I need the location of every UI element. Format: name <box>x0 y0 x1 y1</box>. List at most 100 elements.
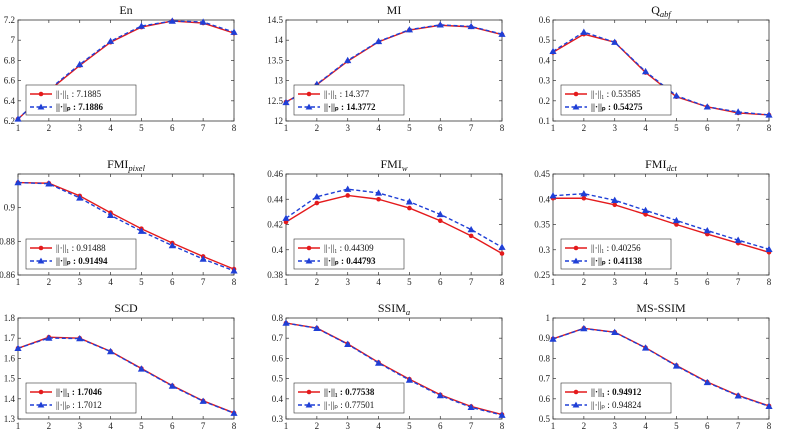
x-tick-label: 2 <box>47 277 52 287</box>
data-point <box>405 26 414 33</box>
y-tick-label: 0.42 <box>267 220 283 230</box>
data-point <box>376 196 381 202</box>
series-line-2 <box>552 192 770 250</box>
data-point <box>344 340 352 347</box>
data-point <box>14 178 22 186</box>
data-point <box>643 212 648 217</box>
y-tick-label: 7 <box>11 35 16 45</box>
title-main: MI <box>387 3 402 17</box>
legend-label: ||·||ₚ : 0.77501 <box>324 400 374 410</box>
y-tick-label: 1.6 <box>4 353 16 363</box>
data-point <box>199 255 207 262</box>
data-point <box>282 214 290 221</box>
legend-box <box>293 238 405 270</box>
x-tick-label: 5 <box>139 421 144 431</box>
x-tick-label: 7 <box>469 421 474 431</box>
y-tick-label: 0.4 <box>272 394 284 404</box>
data-point <box>436 210 444 218</box>
data-point <box>374 37 383 45</box>
y-tick-label: 13.5 <box>267 55 283 65</box>
subplot-4: FMIpixel 1 2 3 4 5 6 7 8 0.86 0.88 0.9 ||·||₁ : 0.91… <box>0 157 238 287</box>
legend: ||·||₁ : 0.94912 ||·||ₚ : 0.94824 <box>560 382 672 414</box>
y-tick-label: 0.6 <box>539 394 551 404</box>
data-point <box>313 193 321 200</box>
x-tick-label: 5 <box>139 123 144 133</box>
x-tick-label: 2 <box>582 277 587 287</box>
y-tick-label: 6.2 <box>4 116 15 126</box>
legend-box <box>560 84 672 116</box>
x-tick-label: 4 <box>376 123 381 133</box>
x-tick-label: 3 <box>612 421 617 431</box>
title-main: En <box>119 3 132 17</box>
x-tick-label: 7 <box>736 277 741 287</box>
legend-label: ||·||ₚ : 14.3772 <box>324 102 376 112</box>
x-tick-label: 7 <box>736 421 741 431</box>
data-point <box>14 344 22 351</box>
legend-marker <box>38 389 44 395</box>
data-point <box>580 324 588 332</box>
legend-label: ||·||₁ : 1.7046 <box>56 387 102 397</box>
x-tick-label: 5 <box>407 123 412 133</box>
legend-label: ||·||₁ : 0.77538 <box>324 387 375 397</box>
axes-box <box>552 19 770 122</box>
data-point <box>106 347 115 355</box>
data-point <box>611 38 619 45</box>
data-point <box>282 98 290 106</box>
y-tick-label: 0.25 <box>534 270 550 280</box>
legend-marker <box>306 91 312 97</box>
data-point <box>549 47 557 55</box>
y-tick-label: 0.4 <box>272 245 284 255</box>
y-tick-label: 0.7 <box>272 333 284 343</box>
data-point <box>641 206 650 214</box>
series-line-2 <box>552 327 770 407</box>
data-point <box>580 28 588 35</box>
legend-label: ||·||ₚ : 0.54275 <box>591 102 643 112</box>
legend: ||·||₁ : 0.40256 ||·||ₚ : 0.41138 <box>560 238 672 270</box>
data-point <box>344 185 352 192</box>
title-main: FMI <box>645 157 666 171</box>
data-point <box>468 233 474 239</box>
data-point <box>734 108 742 115</box>
x-tick-label: 1 <box>16 277 21 287</box>
legend: ||·||₁ : 1.7046 ||·||ₚ : 1.7012 <box>25 382 137 414</box>
legend-marker <box>37 257 45 264</box>
x-tick-label: 7 <box>201 277 206 287</box>
legend-marker <box>38 91 44 97</box>
y-tick-label: 0.2 <box>539 96 550 106</box>
x-tick-label: 1 <box>16 123 21 133</box>
y-tick-label: 0.4 <box>539 194 551 204</box>
legend: ||·||₁ : 14.377 ||·||ₚ : 14.3772 <box>293 84 405 116</box>
legend-marker <box>37 401 45 408</box>
x-tick-label: 7 <box>736 123 741 133</box>
subplot-1: En 1 2 3 4 5 6 7 8 6.2 6.4 6.6 6.8 7 7.2 ||·||₁ : 7.188… <box>4 3 238 133</box>
y-tick-label: 14 <box>274 35 284 45</box>
legend-label: ||·||₁ : 7.1885 <box>56 89 102 99</box>
data-point <box>549 192 557 199</box>
subplot-title: FMIw <box>380 157 407 173</box>
data-point <box>612 202 618 208</box>
y-tick-label: 0.8 <box>539 353 551 363</box>
y-tick-label: 0.3 <box>539 245 551 255</box>
x-tick-label: 1 <box>16 421 21 431</box>
data-point <box>437 218 443 224</box>
legend-marker <box>573 91 579 97</box>
data-point <box>672 92 681 99</box>
x-tick-label: 3 <box>345 277 350 287</box>
legend-marker <box>572 257 580 264</box>
data-point <box>498 411 506 418</box>
legend-marker <box>572 401 580 408</box>
y-tick-label: 6.8 <box>4 55 16 65</box>
legend-label: ||·||₁ : 0.53585 <box>591 89 641 99</box>
y-tick-label: 0.38 <box>267 270 283 280</box>
legend-marker <box>573 245 579 251</box>
legend-label: ||·||₁ : 0.91488 <box>56 243 106 253</box>
data-point <box>405 198 414 205</box>
data-point <box>230 267 238 274</box>
y-tick-label: 14.5 <box>267 15 283 25</box>
y-tick-label: 13 <box>274 76 284 86</box>
x-tick-label: 8 <box>232 123 237 133</box>
x-tick-label: 6 <box>438 277 443 287</box>
title-main: FMI <box>380 157 401 171</box>
legend-label: ||·||₁ : 0.44309 <box>324 243 374 253</box>
subplot-3: Qabf 1 2 3 4 5 6 7 8 0.1 0.2 0.3 0.4 0.5 0.6 ||·||₁ : 0… <box>539 3 773 133</box>
